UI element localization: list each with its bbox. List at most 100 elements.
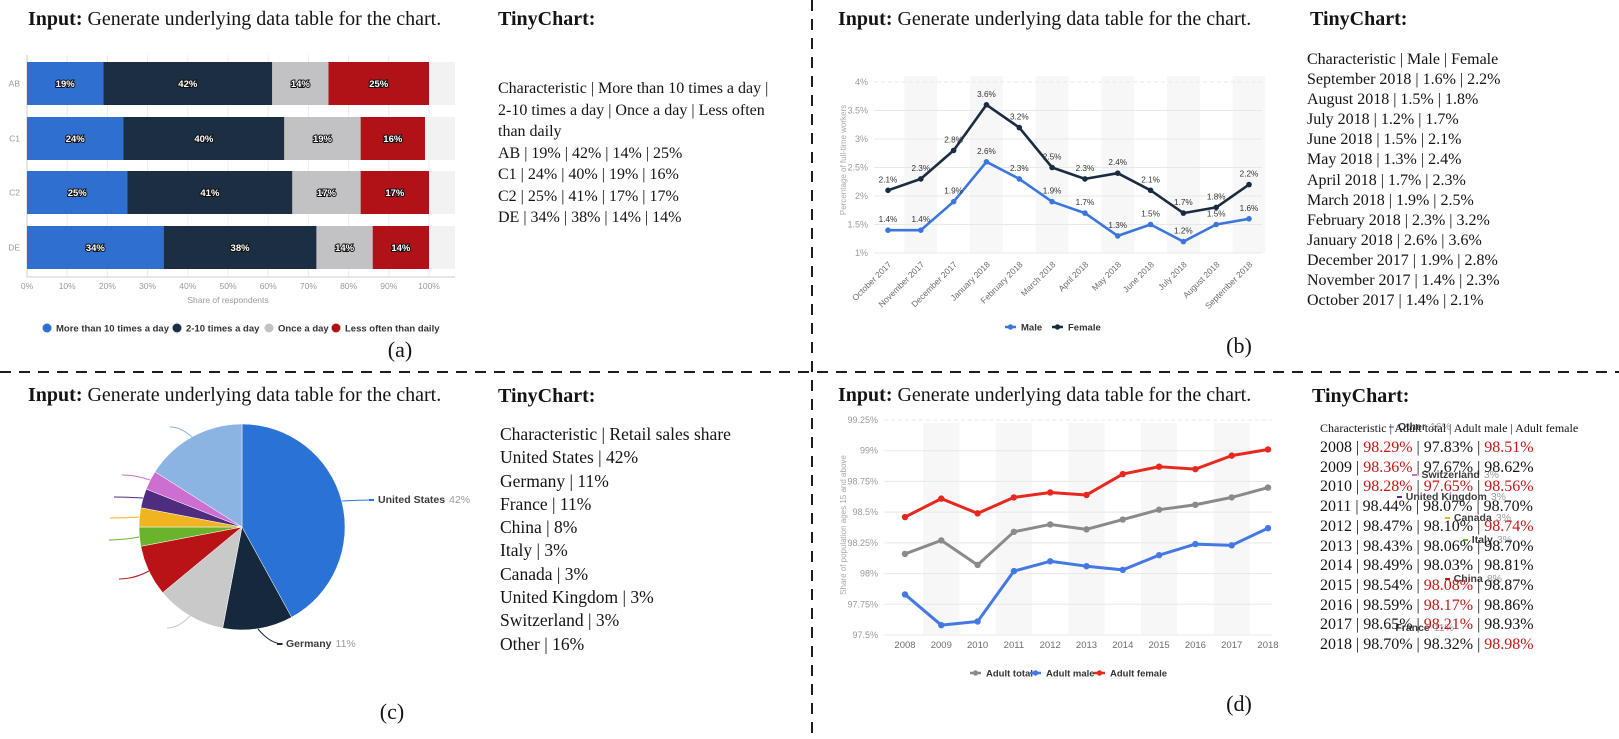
svg-text:97.75%: 97.75%: [847, 599, 878, 609]
output-line: United Kingdom | 3%: [500, 587, 654, 608]
pie-label-china: China 8%: [1444, 573, 1502, 585]
pie-label-name: Italy: [1471, 534, 1493, 546]
panel-a-input-text: Generate underlying data table for the c…: [82, 8, 442, 30]
svg-text:Female: Female: [1068, 323, 1101, 334]
value: 98.43%: [1363, 537, 1413, 555]
svg-text:2.3%: 2.3%: [911, 164, 930, 173]
svg-text:14%: 14%: [391, 243, 411, 254]
value: 98.32%: [1423, 636, 1474, 654]
svg-text:Adult female: Adult female: [1110, 669, 1167, 680]
pie-label-name: United States: [378, 494, 446, 506]
panel-d-input-text: Generate underlying data table for the c…: [892, 384, 1252, 406]
svg-text:C1: C1: [9, 134, 20, 144]
pie-label-other: Other 16%: [1388, 421, 1451, 433]
pie-label-value: 3%: [1495, 512, 1511, 524]
svg-text:1.6%: 1.6%: [1240, 204, 1259, 213]
svg-text:December 2017: December 2017: [909, 259, 959, 309]
output-line: April 2018 | 1.7% | 2.3%: [1307, 171, 1466, 189]
svg-text:2.3%: 2.3%: [1076, 164, 1095, 173]
svg-text:AB: AB: [9, 79, 21, 89]
pie-label-name: China: [1453, 573, 1483, 585]
pie-label-marker: [1388, 426, 1394, 428]
panel-a-input-label: Input:: [28, 8, 83, 30]
svg-text:March 2018: March 2018: [1019, 259, 1058, 298]
incorrect-value: 98.17%: [1423, 596, 1474, 614]
panel-d-caption: (d): [1226, 691, 1252, 716]
output-row: 2009 | 98.36% | 97.67% | 98.62%: [1320, 458, 1534, 476]
svg-text:January 2018: January 2018: [948, 259, 992, 303]
output-row: 2013 | 98.43% | 98.06% | 98.70%: [1320, 537, 1534, 555]
pie-label-italy: Italy 3%: [1462, 534, 1512, 546]
output-line: than daily: [498, 123, 562, 140]
svg-text:19%: 19%: [56, 79, 76, 90]
svg-text:2.1%: 2.1%: [879, 175, 898, 184]
pie-label-switzerland: Switzerland 3%: [1412, 469, 1499, 481]
svg-text:1.7%: 1.7%: [1076, 198, 1095, 207]
output-row: 2010 | 98.28% | 97.65% | 98.56%: [1320, 478, 1534, 496]
value: 98.62%: [1484, 458, 1534, 476]
svg-text:Adult total: Adult total: [986, 669, 1033, 680]
panel-c-input: Input: Generate underlying data table fo…: [28, 384, 441, 407]
panel-a-output-table: Characteristic | More than 10 times a da…: [498, 78, 768, 229]
output-line: July 2018 | 1.2% | 1.7%: [1307, 111, 1459, 129]
value: 97.67%: [1423, 458, 1474, 476]
svg-text:60%: 60%: [260, 281, 277, 291]
svg-text:3.2%: 3.2%: [1010, 113, 1029, 122]
pie-label-marker: [1462, 539, 1468, 541]
svg-text:100%: 100%: [418, 281, 440, 291]
svg-text:September 2018: September 2018: [1203, 259, 1255, 311]
panel-b-caption: (b): [1226, 333, 1252, 358]
svg-text:3%: 3%: [855, 134, 868, 144]
svg-text:Male: Male: [1021, 323, 1042, 334]
svg-text:October 2017: October 2017: [850, 259, 894, 303]
output-line: Characteristic | More than 10 times a da…: [498, 80, 769, 97]
value: 98.93%: [1484, 616, 1534, 634]
svg-text:July 2018: July 2018: [1156, 259, 1189, 292]
value: 98.44%: [1362, 498, 1412, 516]
svg-text:1.4%: 1.4%: [911, 215, 930, 224]
svg-text:80%: 80%: [340, 281, 357, 291]
output-line: September 2018 | 1.6% | 2.2%: [1307, 71, 1501, 89]
panel-a-output-heading: TinyChart:: [498, 8, 596, 30]
pie-label-marker: [277, 643, 282, 645]
svg-text:November 2017: November 2017: [876, 259, 926, 309]
pie-label-value: 11%: [1433, 622, 1454, 634]
pie-label-germany: Germany 11%: [277, 638, 356, 650]
pie-label-name: Switzerland: [1421, 469, 1480, 481]
svg-text:99.25%: 99.25%: [847, 415, 878, 425]
svg-text:2011: 2011: [1004, 640, 1024, 651]
svg-text:1.3%: 1.3%: [1108, 221, 1127, 230]
svg-text:2009: 2009: [931, 640, 952, 651]
svg-text:Less often than daily: Less often than daily: [345, 324, 440, 335]
svg-text:2013: 2013: [1076, 640, 1097, 651]
svg-text:May 2018: May 2018: [1090, 259, 1124, 293]
pie-label-france: France 11%: [1386, 622, 1454, 634]
svg-text:41%: 41%: [200, 188, 220, 199]
value: 97.83%: [1423, 439, 1474, 456]
vertical-dashed-divider: [811, 0, 813, 739]
panel-b-input-text: Generate underlying data table for the c…: [892, 8, 1252, 30]
pie-label-value: 16%: [1429, 421, 1451, 433]
incorrect-value: 98.08%: [1423, 576, 1474, 594]
svg-text:DE: DE: [8, 243, 20, 253]
value: 98.47%: [1363, 517, 1413, 535]
panel-a-input: Input: Generate underlying data table fo…: [28, 8, 441, 31]
output-line: C1 | 24% | 40% | 19% | 16%: [498, 166, 679, 183]
output-line: France | 11%: [500, 493, 592, 514]
output-row: 2017 | 98.65% | 98.21% | 98.93%: [1320, 616, 1534, 634]
pie-label-marker: [1444, 578, 1450, 580]
panel-b-input-label: Input:: [838, 8, 893, 30]
svg-text:1.5%: 1.5%: [1207, 210, 1226, 219]
panel-d-output-header-row: Characteristic | Adult total | Adult mal…: [1320, 421, 1579, 435]
svg-text:98%: 98%: [860, 569, 878, 579]
pie-label-marker: [1444, 517, 1450, 519]
svg-text:August 2018: August 2018: [1181, 259, 1222, 300]
pie-label-value: 3%: [1496, 534, 1512, 546]
output-line: August 2018 | 1.5% | 1.8%: [1307, 91, 1479, 109]
panel-c-output-table: Characteristic | Retail sales share Unite…: [500, 423, 731, 656]
svg-text:40%: 40%: [194, 134, 214, 145]
svg-text:2015: 2015: [1149, 640, 1170, 651]
svg-text:2.2%: 2.2%: [1240, 170, 1259, 179]
value: 98.54%: [1363, 576, 1413, 594]
